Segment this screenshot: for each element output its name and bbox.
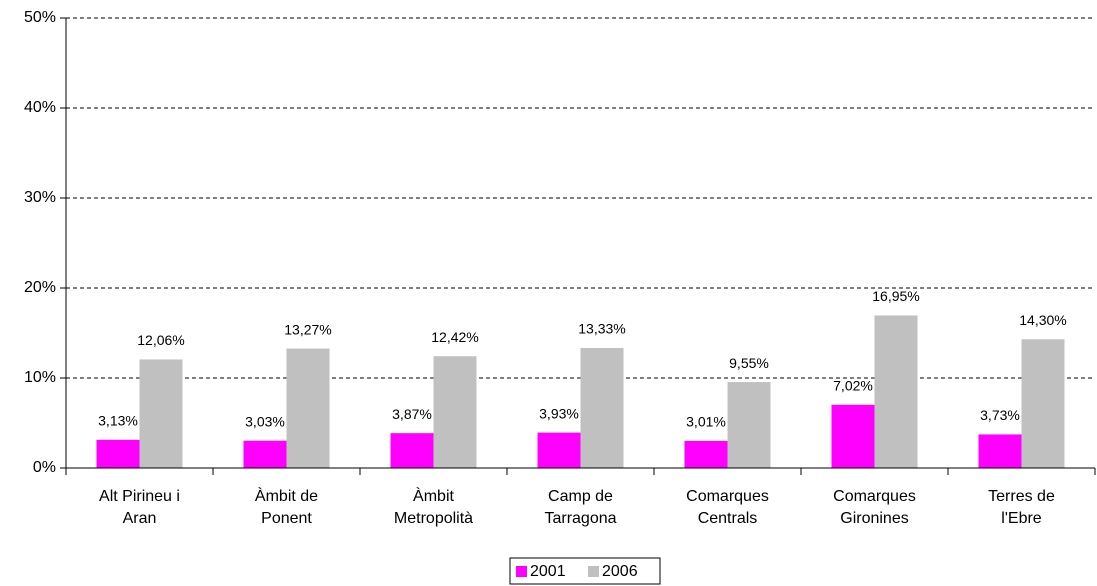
x-tick-label: Àmbit Metropolità [393, 488, 474, 527]
bar [537, 432, 581, 468]
value-label: 13,27% [284, 321, 331, 337]
legend-box [509, 557, 661, 585]
y-tick-label: 10% [24, 369, 56, 386]
bar [390, 433, 434, 468]
value-label: 7,02% [833, 378, 873, 394]
value-label: 12,06% [137, 332, 184, 348]
bar [727, 382, 771, 468]
bar [580, 348, 624, 468]
legend-swatch [516, 566, 527, 577]
value-label: 9,55% [729, 355, 769, 371]
y-tick-label: 20% [24, 279, 56, 296]
value-label: 3,03% [245, 413, 285, 429]
bar [684, 440, 728, 468]
value-label: 3,73% [980, 407, 1020, 423]
value-label: 12,42% [431, 329, 478, 345]
bar [831, 404, 875, 468]
value-label: 16,95% [872, 288, 919, 304]
value-label: 3,01% [686, 414, 726, 430]
x-tick-label: Camp de Tarragona [544, 488, 617, 527]
bar [433, 356, 477, 468]
bar [139, 359, 183, 468]
value-label: 3,93% [539, 405, 579, 421]
bar [874, 315, 918, 468]
bar [286, 348, 330, 468]
x-tick-label: Terres de l'Ebre [988, 488, 1055, 527]
bar [978, 434, 1022, 468]
x-tick-label: Alt Pirineu i Aran [99, 488, 180, 527]
legend-label: 2006 [602, 563, 638, 580]
bar [96, 439, 140, 468]
value-label: 13,33% [578, 321, 625, 337]
legend-swatch [588, 566, 599, 577]
y-tick-label: 0% [33, 459, 56, 476]
y-tick-label: 30% [24, 189, 56, 206]
x-tick-label: Àmbit de Ponent [254, 488, 319, 527]
y-tick-label: 50% [24, 9, 56, 26]
bar [1021, 339, 1065, 468]
x-tick-label: Comarques Centrals [686, 488, 769, 527]
x-tick-label: Comarques Gironines [833, 488, 916, 527]
legend-label: 2001 [530, 563, 566, 580]
value-label: 14,30% [1019, 312, 1066, 328]
value-label: 3,13% [98, 413, 138, 429]
y-tick-label: 40% [24, 99, 56, 116]
value-label: 3,87% [392, 406, 432, 422]
bar [243, 440, 287, 468]
